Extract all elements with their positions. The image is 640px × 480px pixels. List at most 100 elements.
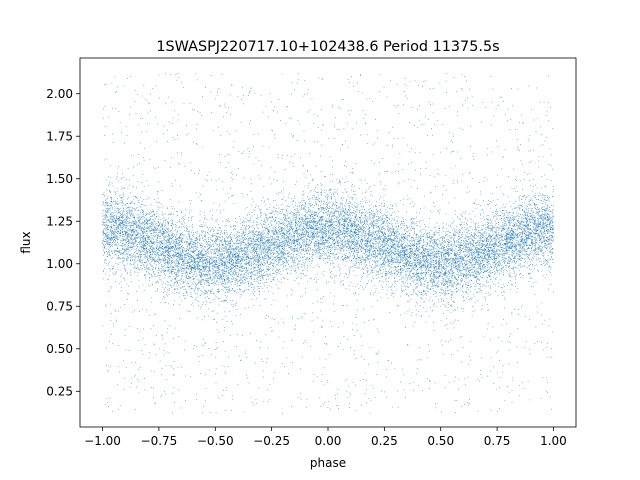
- data-point: [229, 255, 230, 256]
- data-point: [140, 118, 142, 119]
- data-point: [108, 209, 109, 211]
- data-point: [145, 237, 147, 239]
- data-point: [358, 226, 360, 227]
- data-point: [522, 210, 524, 211]
- data-point: [347, 212, 349, 213]
- data-point: [279, 240, 281, 241]
- scatter-points: [102, 72, 554, 414]
- data-point: [321, 249, 322, 251]
- data-point: [503, 257, 505, 259]
- data-point: [474, 215, 476, 217]
- data-point: [333, 227, 334, 229]
- data-point: [480, 276, 482, 278]
- data-point: [351, 229, 352, 230]
- data-point: [413, 254, 414, 255]
- data-point: [308, 207, 310, 209]
- data-point: [551, 204, 552, 206]
- data-point: [459, 271, 461, 272]
- data-point: [128, 228, 130, 230]
- data-point: [529, 135, 531, 136]
- data-point: [250, 252, 251, 253]
- data-point: [383, 227, 385, 229]
- data-point: [168, 248, 169, 250]
- data-point: [242, 234, 243, 236]
- data-point: [411, 265, 413, 267]
- data-point: [403, 249, 404, 251]
- data-point: [196, 237, 198, 239]
- data-point: [222, 260, 224, 262]
- data-point: [347, 256, 349, 258]
- data-point: [360, 229, 362, 231]
- data-point: [184, 267, 186, 269]
- data-point: [430, 277, 432, 279]
- data-point: [231, 260, 233, 261]
- data-point: [474, 263, 476, 265]
- data-point: [287, 268, 289, 270]
- data-point: [445, 255, 446, 257]
- data-point: [331, 244, 332, 246]
- data-point: [405, 262, 406, 264]
- data-point: [258, 283, 260, 285]
- data-point: [208, 252, 209, 254]
- data-point: [412, 236, 414, 238]
- data-point: [111, 228, 113, 230]
- data-point: [473, 293, 474, 295]
- data-point: [406, 280, 408, 282]
- data-point: [497, 245, 499, 247]
- data-point: [288, 230, 289, 232]
- data-point: [144, 254, 146, 256]
- data-point: [528, 233, 530, 235]
- data-point: [551, 220, 552, 221]
- data-point: [128, 220, 130, 222]
- data-point: [191, 255, 192, 257]
- data-point: [487, 261, 489, 263]
- data-point: [164, 228, 166, 230]
- data-point: [169, 287, 170, 289]
- data-point: [381, 248, 383, 250]
- data-point: [130, 202, 132, 203]
- data-point: [293, 328, 295, 330]
- data-point: [201, 261, 202, 263]
- data-point: [421, 294, 423, 295]
- data-point: [454, 237, 455, 239]
- data-point: [133, 267, 135, 269]
- data-point: [335, 228, 336, 230]
- data-point: [528, 236, 530, 237]
- data-point: [353, 224, 355, 226]
- data-point: [257, 237, 259, 238]
- data-point: [433, 273, 434, 274]
- data-point: [525, 239, 527, 240]
- data-point: [233, 229, 234, 230]
- data-point: [286, 245, 288, 247]
- data-point: [247, 270, 248, 272]
- data-point: [496, 267, 497, 269]
- data-point: [490, 239, 492, 241]
- data-point: [493, 260, 495, 262]
- data-point: [304, 202, 306, 203]
- data-point: [121, 229, 123, 231]
- data-point: [352, 248, 354, 250]
- data-point: [330, 197, 332, 199]
- data-point: [276, 204, 277, 206]
- data-point: [520, 239, 522, 241]
- data-point: [290, 233, 292, 235]
- data-point: [499, 263, 501, 265]
- data-point: [267, 262, 268, 263]
- data-point: [254, 291, 255, 292]
- data-point: [527, 205, 528, 207]
- data-point: [437, 275, 439, 277]
- data-point: [336, 234, 337, 236]
- data-point: [461, 234, 462, 235]
- data-point: [356, 206, 357, 208]
- data-point: [165, 246, 166, 248]
- data-point: [104, 202, 106, 204]
- data-point: [545, 195, 546, 197]
- data-point: [333, 231, 334, 233]
- data-point: [181, 278, 182, 279]
- data-point: [370, 240, 371, 241]
- data-point: [178, 236, 180, 238]
- data-point: [173, 268, 175, 270]
- data-point: [412, 277, 414, 279]
- data-point: [105, 84, 107, 85]
- data-point: [332, 262, 333, 264]
